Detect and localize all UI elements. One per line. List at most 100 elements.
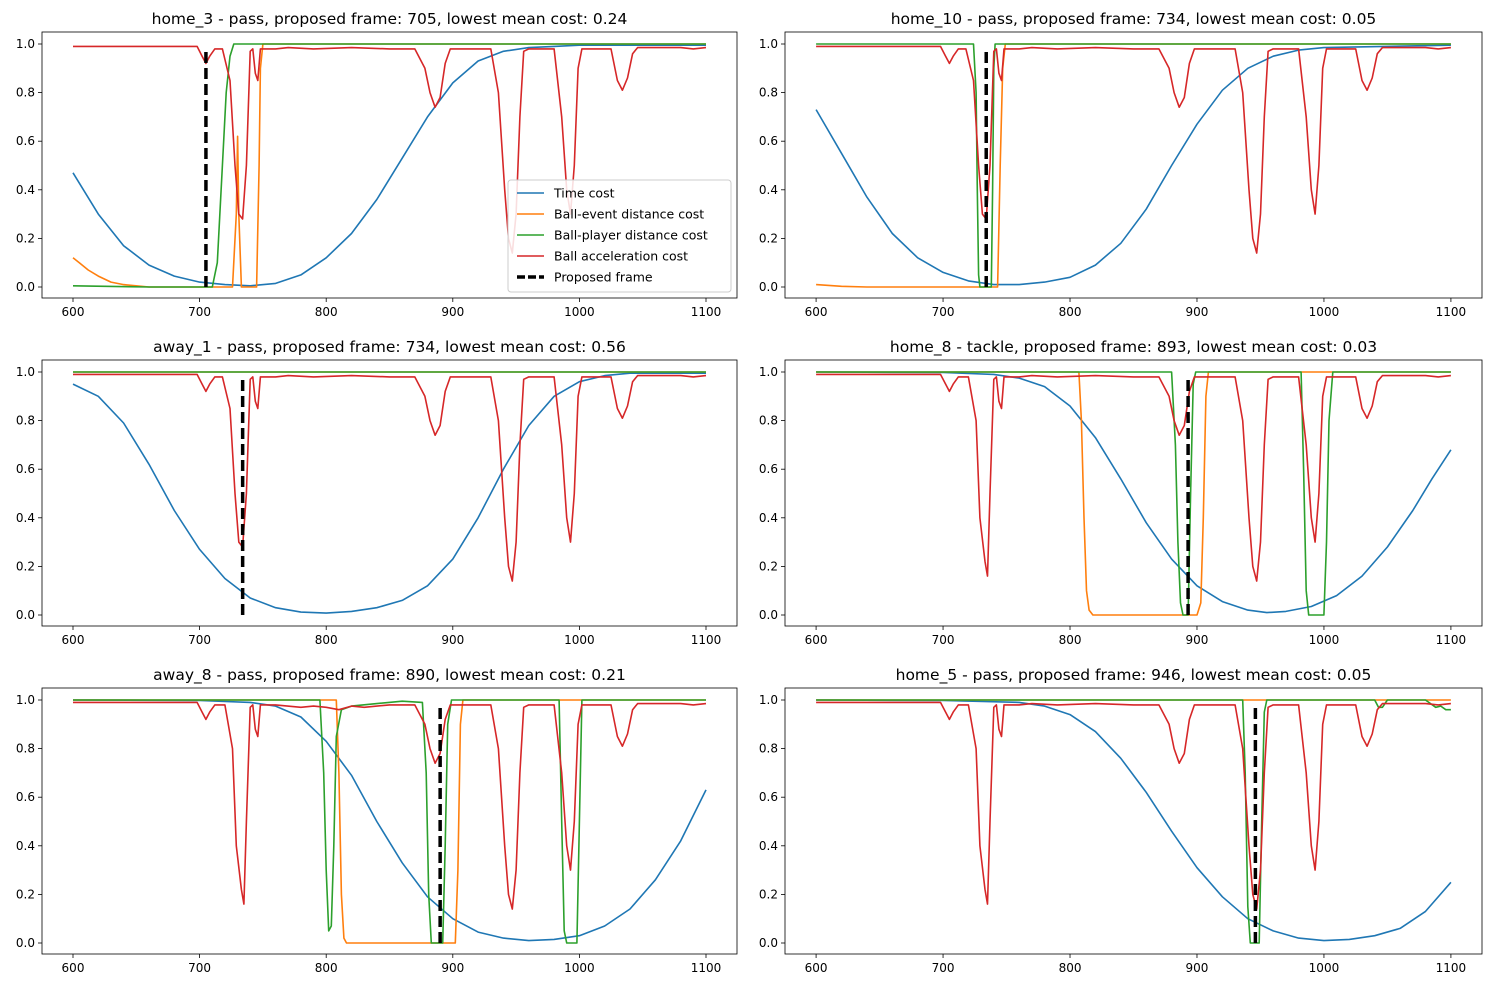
y-tick-label: 0.8 (16, 86, 35, 100)
x-tick-label: 900 (441, 961, 464, 975)
y-tick-label: 0.2 (16, 887, 35, 901)
y-tick-label: 0.0 (759, 936, 778, 950)
y-tick-label: 0.6 (16, 790, 35, 804)
x-tick-label: 900 (1186, 305, 1209, 319)
plot-area (816, 371, 1452, 616)
series-line-acceleration (73, 701, 707, 910)
y-tick-label: 0.0 (16, 936, 35, 950)
subplot-3: away_1 - pass, proposed frame: 734, lowe… (16, 338, 738, 647)
plot-area (816, 699, 1452, 944)
axes-frame (784, 687, 1483, 955)
x-tick-label: 700 (932, 961, 955, 975)
series-line-ball-player (816, 43, 1451, 288)
y-tick-label: 0.2 (759, 559, 778, 573)
legend-label: Proposed frame (554, 270, 653, 285)
x-tick-label: 700 (188, 961, 211, 975)
chart-title: home_8 - tackle, proposed frame: 893, lo… (890, 338, 1377, 357)
x-tick-label: 1100 (691, 633, 722, 647)
y-tick-label: 0.4 (16, 183, 35, 197)
x-tick-label: 1000 (1309, 633, 1340, 647)
legend-label: Ball-event distance cost (554, 207, 704, 222)
x-tick-label: 800 (315, 305, 338, 319)
y-tick-label: 1.0 (759, 37, 778, 51)
x-tick-label: 700 (188, 305, 211, 319)
x-tick-label: 1000 (1309, 305, 1340, 319)
subplot-1: home_3 - pass, proposed frame: 705, lowe… (16, 10, 738, 319)
series-line-time (72, 699, 707, 942)
y-tick-label: 1.0 (16, 365, 35, 379)
y-tick-label: 0.2 (759, 887, 778, 901)
y-tick-label: 0.2 (759, 231, 778, 245)
x-tick-label: 800 (1059, 961, 1082, 975)
series-line-time (815, 44, 1451, 286)
x-tick-label: 700 (932, 633, 955, 647)
subplot-6: home_5 - pass, proposed frame: 946, lowe… (759, 666, 1483, 975)
x-tick-label: 800 (1059, 305, 1082, 319)
series-line-acceleration (73, 373, 707, 582)
y-tick-label: 0.8 (759, 86, 778, 100)
x-tick-label: 1100 (1436, 305, 1467, 319)
series-line-acceleration (816, 701, 1451, 910)
x-tick-label: 900 (1186, 961, 1209, 975)
series-line-ball-player (816, 699, 1451, 944)
y-tick-label: 0.2 (16, 559, 35, 573)
series-line-time (816, 371, 1452, 614)
y-tick-label: 0.6 (759, 790, 778, 804)
x-tick-label: 600 (805, 305, 828, 319)
series-line-ball-event (73, 699, 706, 944)
chart-title: away_8 - pass, proposed frame: 890, lowe… (153, 666, 626, 685)
y-tick-label: 0.8 (759, 414, 778, 428)
x-tick-label: 800 (315, 961, 338, 975)
series-line-ball-event (816, 371, 1451, 616)
x-tick-label: 1000 (564, 633, 595, 647)
subplot-2: home_10 - pass, proposed frame: 734, low… (759, 10, 1483, 319)
x-tick-label: 1100 (691, 305, 722, 319)
x-tick-label: 600 (805, 633, 828, 647)
axes-frame (784, 31, 1483, 299)
axes-frame (41, 687, 738, 955)
axes-frame (41, 359, 738, 627)
x-tick-label: 600 (62, 633, 85, 647)
x-tick-label: 1000 (564, 961, 595, 975)
y-tick-label: 0.4 (16, 839, 35, 853)
x-tick-label: 600 (805, 961, 828, 975)
y-tick-label: 0.6 (16, 134, 35, 148)
series-line-acceleration (816, 45, 1451, 254)
x-tick-label: 600 (62, 305, 85, 319)
x-tick-label: 900 (441, 633, 464, 647)
series-line-ball-player (816, 371, 1451, 616)
x-tick-label: 700 (932, 305, 955, 319)
y-tick-label: 0.4 (759, 839, 778, 853)
y-tick-label: 0.2 (16, 231, 35, 245)
y-tick-label: 1.0 (16, 37, 35, 51)
series-line-acceleration (73, 45, 707, 254)
series-line-ball-player (73, 699, 706, 944)
y-tick-label: 0.0 (759, 608, 778, 622)
y-tick-label: 0.4 (759, 183, 778, 197)
chart-title: away_1 - pass, proposed frame: 734, lowe… (153, 338, 626, 357)
y-tick-label: 1.0 (759, 365, 778, 379)
x-tick-label: 1100 (691, 961, 722, 975)
series-line-ball-player (72, 43, 706, 288)
series-line-ball-event (816, 43, 1451, 288)
series-line-time (816, 699, 1452, 942)
legend-label: Ball-player distance cost (554, 228, 708, 243)
x-tick-label: 700 (188, 633, 211, 647)
y-tick-label: 0.6 (759, 462, 778, 476)
x-tick-label: 900 (1186, 633, 1209, 647)
series-line-acceleration (816, 373, 1451, 582)
axes-frame (784, 359, 1483, 627)
x-tick-label: 1000 (564, 305, 595, 319)
legend-label: Ball acceleration cost (554, 249, 688, 264)
x-tick-label: 600 (62, 961, 85, 975)
x-tick-label: 800 (1059, 633, 1082, 647)
x-tick-label: 800 (315, 633, 338, 647)
x-tick-label: 1100 (1436, 633, 1467, 647)
legend: Time cost Ball-event distance cost Ball-pl… (507, 179, 732, 293)
chart-title: home_3 - pass, proposed frame: 705, lowe… (152, 10, 628, 29)
x-tick-label: 1000 (1309, 961, 1340, 975)
y-tick-label: 0.6 (759, 134, 778, 148)
y-tick-label: 0.0 (759, 280, 778, 294)
x-tick-label: 1100 (1436, 961, 1467, 975)
